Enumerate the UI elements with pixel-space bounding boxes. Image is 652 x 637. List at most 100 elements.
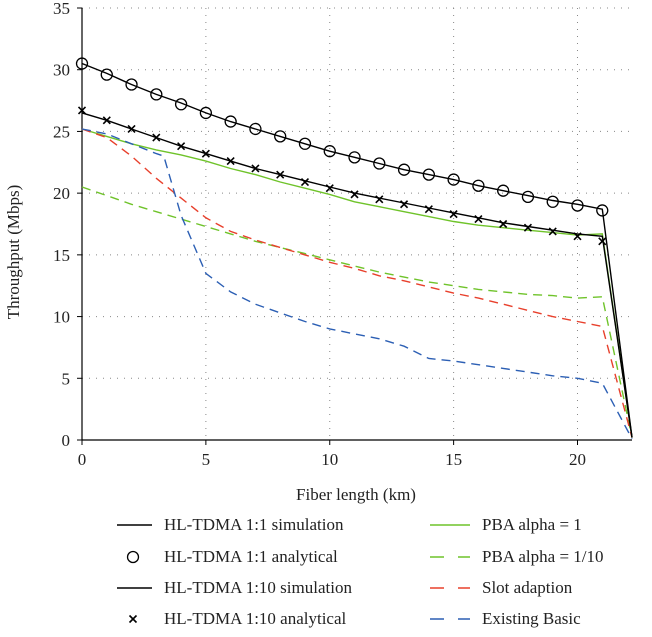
circle-marker [75, 57, 89, 70]
series-line-4 [81, 128, 633, 438]
circle-marker [298, 137, 312, 150]
legend-label: Slot adaption [482, 578, 573, 597]
legend-item-0: HL-TDMA 1:1 simulation [117, 515, 344, 534]
x-marker [400, 200, 409, 209]
x-marker-stroke [548, 227, 557, 236]
series-line-0 [81, 62, 633, 438]
legend-label: Existing Basic [482, 609, 581, 628]
x-marker [523, 223, 533, 232]
y-tick-label: 0 [62, 431, 71, 450]
x-marker [449, 210, 458, 219]
circle-marker [546, 195, 559, 208]
circle-marker [596, 204, 609, 217]
circle-marker [150, 88, 163, 101]
circle-marker [472, 179, 485, 192]
x-marker [226, 156, 235, 166]
legend-label: PBA alpha = 1/10 [482, 547, 604, 566]
data-series [75, 57, 633, 440]
circle-marker [447, 173, 460, 186]
x-marker [127, 124, 136, 134]
x-marker [424, 205, 433, 214]
y-tick-label: 10 [53, 308, 70, 327]
series-line-7 [81, 128, 633, 440]
circle-marker [125, 78, 138, 91]
x-marker [77, 106, 87, 115]
legend-item-2: HL-TDMA 1:10 simulation [117, 578, 352, 597]
legend: HL-TDMA 1:1 simulation HL-TDMA 1:1 analyt… [117, 515, 604, 628]
x-marker-stroke [325, 184, 334, 193]
circle-marker [249, 122, 262, 136]
circle-marker [174, 98, 188, 111]
x-axis-label: Fiber length (km) [296, 485, 416, 504]
circle-marker [373, 157, 386, 170]
x-marker [474, 214, 483, 224]
circle-marker [397, 163, 411, 176]
x-marker-stroke [598, 237, 607, 246]
legend-item-5: PBA alpha = 1/10 [430, 547, 604, 566]
x-marker-stroke [350, 190, 359, 199]
legend-item-6: Slot adaption [430, 578, 573, 597]
x-marker [152, 133, 161, 142]
circle-marker [422, 168, 435, 181]
x-tick-label: 0 [78, 450, 87, 469]
x-marker-stroke [523, 223, 533, 232]
series-markers-3 [77, 106, 607, 246]
x-marker-stroke [177, 142, 186, 151]
x-marker-stroke [375, 195, 384, 204]
x-marker-stroke [300, 177, 310, 187]
y-tick-label: 30 [53, 61, 70, 80]
circle-marker [199, 106, 213, 120]
x-marker-stroke [424, 205, 433, 214]
x-marker [350, 190, 359, 199]
x-marker [128, 614, 138, 624]
x-marker [499, 219, 508, 229]
axes: 0 5 10 15 20 0 5 10 15 20 25 30 35 [53, 0, 632, 469]
y-tick-label: 35 [53, 0, 70, 18]
x-marker-stroke [102, 116, 111, 125]
x-marker [201, 149, 210, 158]
x-marker [598, 237, 607, 246]
circle-marker [571, 199, 584, 212]
x-marker-stroke [77, 106, 87, 115]
x-marker [375, 195, 384, 204]
circle-marker [521, 190, 535, 203]
circle-marker [323, 145, 336, 158]
x-marker-stroke [201, 149, 210, 158]
x-marker [573, 232, 582, 241]
x-marker-stroke [400, 200, 409, 209]
x-marker-stroke [251, 164, 260, 173]
x-marker-stroke [449, 210, 458, 219]
legend-item-1: HL-TDMA 1:1 analytical [126, 547, 338, 566]
circle-marker [497, 184, 510, 197]
series-line-2 [81, 112, 633, 438]
x-marker-stroke [127, 124, 136, 134]
circle-marker [348, 151, 361, 164]
legend-label: PBA alpha = 1 [482, 515, 582, 534]
x-marker [251, 164, 260, 173]
legend-label: HL-TDMA 1:1 simulation [164, 515, 344, 534]
legend-label: HL-TDMA 1:1 analytical [164, 547, 338, 566]
x-marker [276, 170, 285, 179]
x-marker-stroke [573, 232, 582, 241]
x-marker-stroke [499, 219, 508, 229]
series-line-5 [81, 186, 633, 438]
x-marker-stroke [128, 614, 138, 624]
y-axis-label: Throughput (Mbps) [4, 185, 23, 320]
x-tick-label: 10 [321, 450, 338, 469]
series-markers-1 [75, 57, 609, 217]
circle-marker [224, 115, 237, 128]
x-marker [300, 177, 310, 187]
x-marker [325, 184, 334, 193]
x-marker [102, 116, 111, 125]
series-line-6 [81, 128, 633, 438]
legend-item-4: PBA alpha = 1 [430, 515, 582, 534]
legend-item-3: HL-TDMA 1:10 analytical [128, 609, 347, 628]
x-tick-label: 15 [445, 450, 462, 469]
legend-item-7: Existing Basic [430, 609, 581, 628]
x-tick-label: 20 [569, 450, 586, 469]
x-marker-stroke [152, 133, 161, 142]
x-marker-stroke [226, 156, 235, 166]
circle-marker [274, 130, 287, 143]
legend-label: HL-TDMA 1:10 analytical [164, 609, 347, 628]
